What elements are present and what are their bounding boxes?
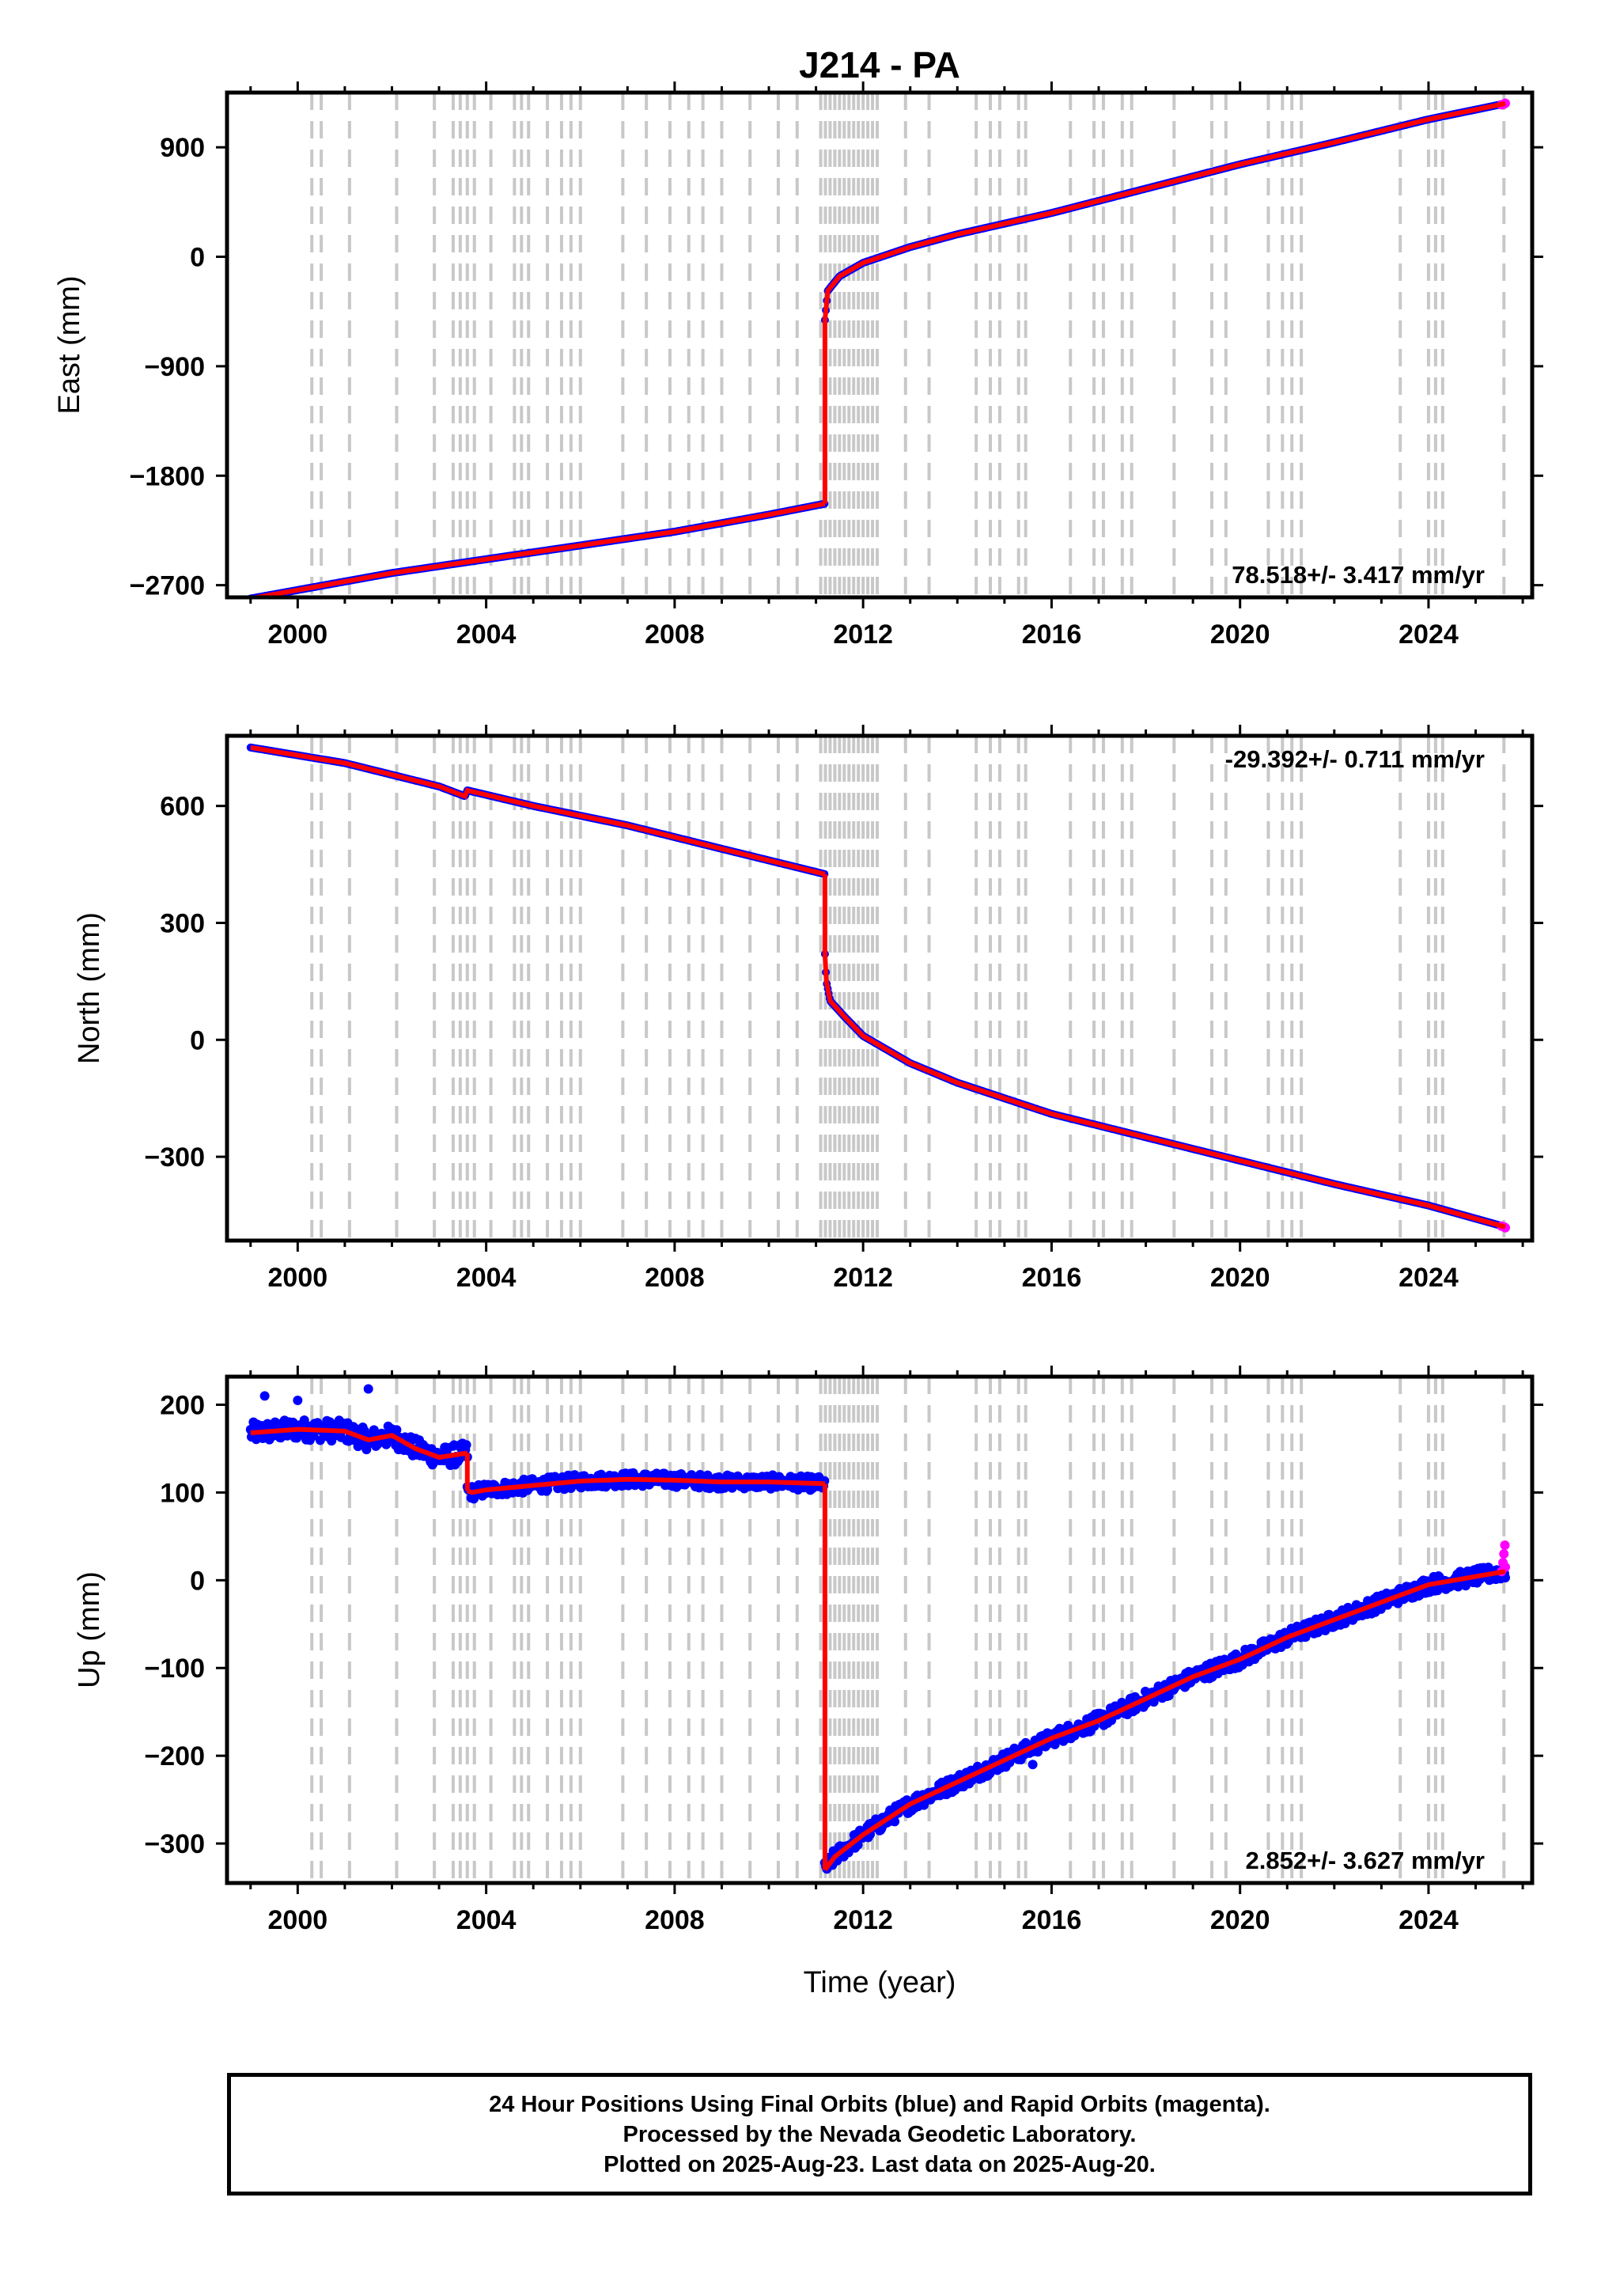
y-tick-label: 0 bbox=[190, 243, 205, 273]
rapid-point bbox=[1500, 1540, 1510, 1550]
x-tick-label: 2012 bbox=[833, 619, 893, 650]
outlier-point bbox=[363, 1384, 373, 1394]
model-segment bbox=[250, 501, 826, 597]
x-tick-label: 2016 bbox=[1022, 1905, 1082, 1935]
data-point bbox=[890, 1817, 900, 1827]
y-tick-label: 100 bbox=[160, 1478, 205, 1508]
x-tick-label: 2016 bbox=[1022, 1263, 1082, 1293]
data-points bbox=[246, 743, 1511, 1233]
x-tick-label: 2000 bbox=[268, 619, 328, 650]
data-point bbox=[1433, 1586, 1443, 1596]
event-lines bbox=[310, 736, 1506, 1241]
x-tick-label: 2008 bbox=[645, 1263, 705, 1293]
y-tick-label: −200 bbox=[144, 1741, 205, 1771]
rate-annotation: 78.518+/- 3.417 mm/yr bbox=[1232, 561, 1485, 589]
y-tick-label: −100 bbox=[144, 1654, 205, 1684]
data-point bbox=[702, 1470, 713, 1480]
y-axis-label: East (mm) bbox=[53, 275, 86, 414]
x-tick-label: 2004 bbox=[456, 1263, 517, 1293]
data-point bbox=[1149, 1697, 1159, 1707]
x-tick-label: 2020 bbox=[1210, 619, 1270, 650]
rate-annotation: -29.392+/- 0.711 mm/yr bbox=[1225, 745, 1485, 773]
x-tick-label: 2012 bbox=[833, 1263, 893, 1293]
y-tick-label: 900 bbox=[160, 133, 205, 163]
x-tick-label: 2000 bbox=[268, 1263, 328, 1293]
x-tick-label: 2008 bbox=[645, 1905, 705, 1935]
y-tick-label: −300 bbox=[144, 1142, 205, 1173]
y-axis: −300 0 300 600 North (mm) bbox=[73, 792, 1543, 1173]
east-panel: 2000 2004 2008 2012 2016 2020 2024 −2700 −1800 −9… bbox=[53, 81, 1543, 650]
rate-annotation: 2.852+/- 3.627 mm/yr bbox=[1246, 1847, 1485, 1874]
y-axis-label: Up (mm) bbox=[73, 1571, 106, 1688]
footer-line-2: Processed by the Nevada Geodetic Laborat… bbox=[623, 2121, 1137, 2147]
x-axis: 2000 2004 2008 2012 2016 2020 2024 bbox=[249, 81, 1524, 650]
model-line bbox=[250, 744, 1506, 1229]
x-tick-label: 2016 bbox=[1022, 619, 1082, 650]
panel-frame bbox=[225, 90, 1535, 600]
footer-line-3: Plotted on 2025-Aug-23. Last data on 202… bbox=[604, 2151, 1156, 2177]
y-tick-label: −2700 bbox=[130, 571, 206, 601]
model-segment bbox=[250, 744, 826, 877]
outlier-point bbox=[1028, 1760, 1038, 1770]
x-tick-label: 2024 bbox=[1399, 619, 1459, 650]
event-lines bbox=[310, 93, 1506, 597]
model-segment bbox=[822, 953, 1506, 1229]
y-tick-label: 0 bbox=[190, 1025, 205, 1055]
model-segment bbox=[823, 1569, 1506, 1872]
panel-frame bbox=[225, 1374, 1535, 1885]
y-axis: −2700 −1800 −900 0 900 East (mm) bbox=[53, 133, 1543, 601]
data-point bbox=[392, 1425, 402, 1435]
y-axis: −300 −200 −100 0 100 200 Up (mm) bbox=[73, 1390, 1543, 1859]
panel-frame bbox=[225, 733, 1535, 1243]
x-tick-label: 2020 bbox=[1210, 1263, 1270, 1293]
data-point bbox=[1050, 1740, 1060, 1749]
outlier-point bbox=[259, 1391, 270, 1401]
x-axis: 2000 2004 2008 2012 2016 2020 2024 bbox=[249, 725, 1524, 1293]
x-axis: 2000 2004 2008 2012 2016 2020 2024 bbox=[249, 1366, 1524, 1935]
y-tick-label: −900 bbox=[144, 352, 205, 382]
rapid-point bbox=[1499, 1549, 1509, 1559]
x-tick-label: 2024 bbox=[1399, 1263, 1459, 1293]
x-axis-label: Time (year) bbox=[804, 1966, 956, 1999]
up-panel: 2000 2004 2008 2012 2016 2020 2024−300−200−100… bbox=[73, 1366, 1543, 1935]
x-tick-label: 2020 bbox=[1210, 1905, 1270, 1935]
model-segment bbox=[822, 100, 1506, 320]
chart-title: J214 - PA bbox=[799, 44, 960, 85]
y-tick-label: −1800 bbox=[130, 461, 206, 491]
y-tick-label: 0 bbox=[190, 1566, 205, 1596]
x-tick-label: 2024 bbox=[1399, 1905, 1459, 1935]
y-tick-label: −300 bbox=[144, 1829, 205, 1859]
x-tick-label: 2004 bbox=[456, 619, 517, 650]
model-line bbox=[250, 1426, 1506, 1872]
x-tick-label: 2004 bbox=[456, 1905, 517, 1935]
footer-box: 24 Hour Positions Using Final Orbits (bl… bbox=[227, 2073, 1532, 2196]
model-segment bbox=[466, 1476, 825, 1495]
x-tick-label: 2008 bbox=[645, 619, 705, 650]
model-segment bbox=[250, 1426, 468, 1461]
y-tick-label: 600 bbox=[160, 792, 205, 822]
x-tick-label: 2012 bbox=[833, 1905, 893, 1935]
y-tick-label: 200 bbox=[160, 1390, 205, 1420]
data-point bbox=[461, 1440, 471, 1450]
model-line bbox=[250, 100, 1506, 597]
footer-line-1: 24 Hour Positions Using Final Orbits (bl… bbox=[489, 2091, 1270, 2117]
data-point bbox=[381, 1439, 392, 1449]
outlier-point bbox=[293, 1395, 303, 1405]
y-tick-label: 300 bbox=[160, 908, 205, 938]
y-axis-label: North (mm) bbox=[73, 912, 106, 1064]
north-panel: 2000 2004 2008 2012 2016 2020 2024 −300 0 300 600 N… bbox=[73, 725, 1543, 1293]
x-tick-label: 2000 bbox=[268, 1905, 328, 1935]
